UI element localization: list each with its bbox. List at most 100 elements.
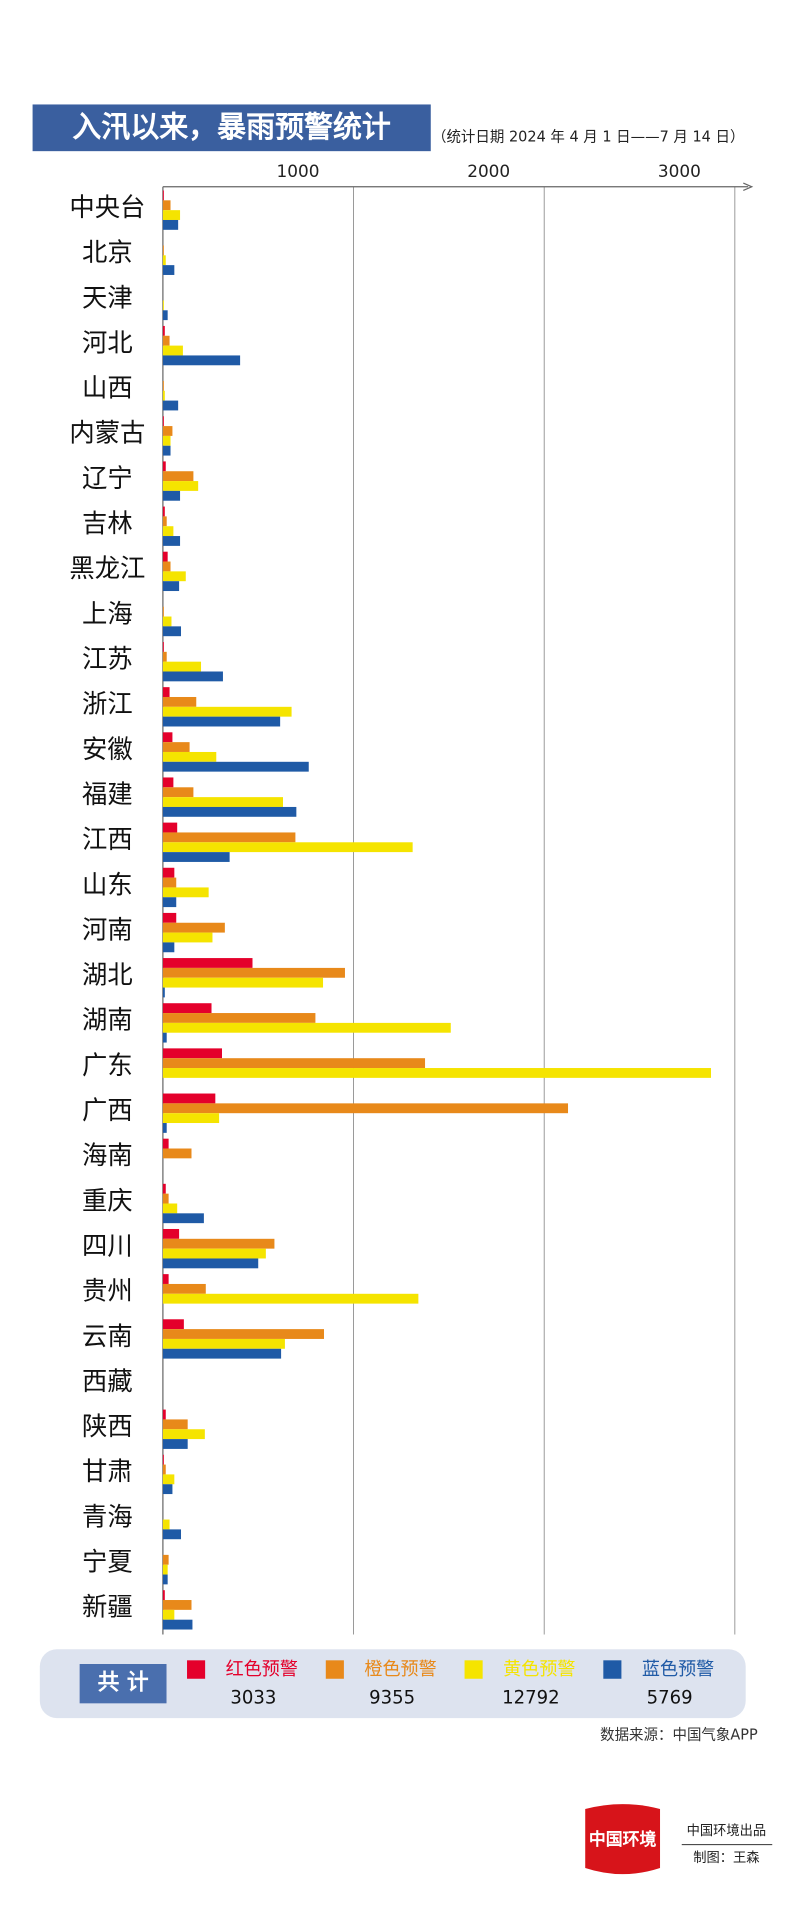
bar: [162, 1003, 212, 1014]
bar: [162, 1103, 569, 1114]
bar: [162, 300, 164, 311]
bar: [162, 696, 197, 707]
bar: [162, 1619, 193, 1630]
bar: [162, 1123, 167, 1133]
bar: [162, 958, 253, 968]
x-tick-label: 2000: [467, 162, 510, 182]
bar: [162, 481, 199, 491]
bar: [162, 706, 292, 717]
bar: [162, 516, 167, 527]
bar: [162, 606, 164, 617]
legend-title-box: [79, 1664, 167, 1704]
category-label: 湖南: [82, 1006, 133, 1036]
bar: [162, 506, 165, 517]
bar: [162, 852, 230, 862]
legend-swatch: [325, 1660, 344, 1679]
bar: [162, 642, 164, 652]
bar: [162, 1258, 259, 1269]
bar: [162, 355, 241, 366]
bar: [162, 390, 165, 401]
category-label: 陕西: [82, 1412, 133, 1442]
category-label: 重庆: [82, 1186, 133, 1216]
bar: [162, 380, 164, 391]
bar: [162, 1348, 282, 1359]
bar: [162, 912, 177, 923]
publisher: 中国环境出品: [687, 1823, 767, 1839]
legend-title: 共 计: [98, 1671, 149, 1696]
bar: [162, 536, 181, 546]
category-label: 福建: [82, 780, 133, 810]
bar: [162, 1138, 169, 1149]
legend-swatch: [603, 1660, 622, 1679]
category-label: 天津: [82, 283, 133, 313]
legend-label: 橙色预警: [364, 1659, 436, 1680]
category-label: 贵州: [82, 1276, 133, 1306]
category-label: 浙江: [82, 689, 133, 719]
bar: [162, 1329, 324, 1339]
bar: [162, 1203, 178, 1214]
bar: [162, 1048, 222, 1059]
bar: [162, 1419, 188, 1430]
chart-title: 入汛以来，暴雨预警统计: [72, 110, 390, 144]
bar: [162, 490, 181, 501]
bar: [162, 742, 190, 752]
bar: [162, 1574, 168, 1585]
bar: [162, 551, 168, 562]
bar: [162, 345, 183, 356]
bar: [162, 400, 179, 411]
bar: [162, 1228, 180, 1239]
bar: [162, 245, 164, 256]
bar: [162, 1022, 451, 1033]
bar: [162, 335, 170, 346]
bar: [162, 1590, 165, 1601]
bar: [162, 471, 194, 482]
bar: [162, 1293, 419, 1304]
category-label: 湖北: [82, 960, 133, 990]
category-label: 四川: [82, 1231, 133, 1261]
bar: [162, 1609, 175, 1620]
bar: [162, 561, 171, 572]
category-label: 西藏: [82, 1367, 133, 1397]
bar: [162, 687, 170, 697]
bar: [162, 651, 167, 662]
category-label: 新疆: [82, 1592, 133, 1622]
legend-label: 蓝色预警: [642, 1659, 714, 1680]
x-tick-label: 3000: [658, 162, 701, 182]
bar: [162, 797, 284, 807]
legend: 红色预警 3033 橙色预警 9355 黄色预警 12792 蓝色预警 5769: [187, 1659, 714, 1709]
bar: [162, 867, 175, 878]
bar: [162, 932, 213, 943]
category-label: 内蒙古: [69, 419, 145, 449]
bar: [162, 977, 324, 988]
source: 数据来源：中国气象APP: [600, 1726, 758, 1743]
bar: [162, 200, 171, 211]
bar: [162, 1338, 285, 1349]
bar: [162, 426, 173, 436]
category-label: 宁夏: [82, 1547, 133, 1577]
bar: [162, 671, 223, 682]
legend-total: 12792: [502, 1687, 560, 1708]
bar: [162, 897, 177, 908]
bar: [162, 616, 172, 627]
bar: [162, 1213, 204, 1224]
bar: [162, 1439, 188, 1449]
bar: [162, 255, 166, 266]
legend-total: 3033: [230, 1687, 276, 1708]
category-label: 山东: [82, 870, 133, 900]
category-label: 辽宁: [82, 464, 133, 494]
bar: [162, 435, 171, 446]
bar: [162, 1283, 206, 1294]
category-label: 广东: [82, 1051, 133, 1081]
category-label: 江西: [82, 825, 133, 855]
legend-box: [39, 1649, 746, 1719]
bar: [162, 1058, 426, 1069]
bar: [162, 1429, 205, 1440]
bar: [162, 806, 297, 817]
bar: [162, 190, 164, 201]
bar: [162, 526, 174, 537]
category-label: 青海: [82, 1502, 133, 1532]
bar: [162, 310, 168, 321]
x-tick-label: 1000: [277, 162, 320, 182]
bar: [162, 987, 165, 998]
